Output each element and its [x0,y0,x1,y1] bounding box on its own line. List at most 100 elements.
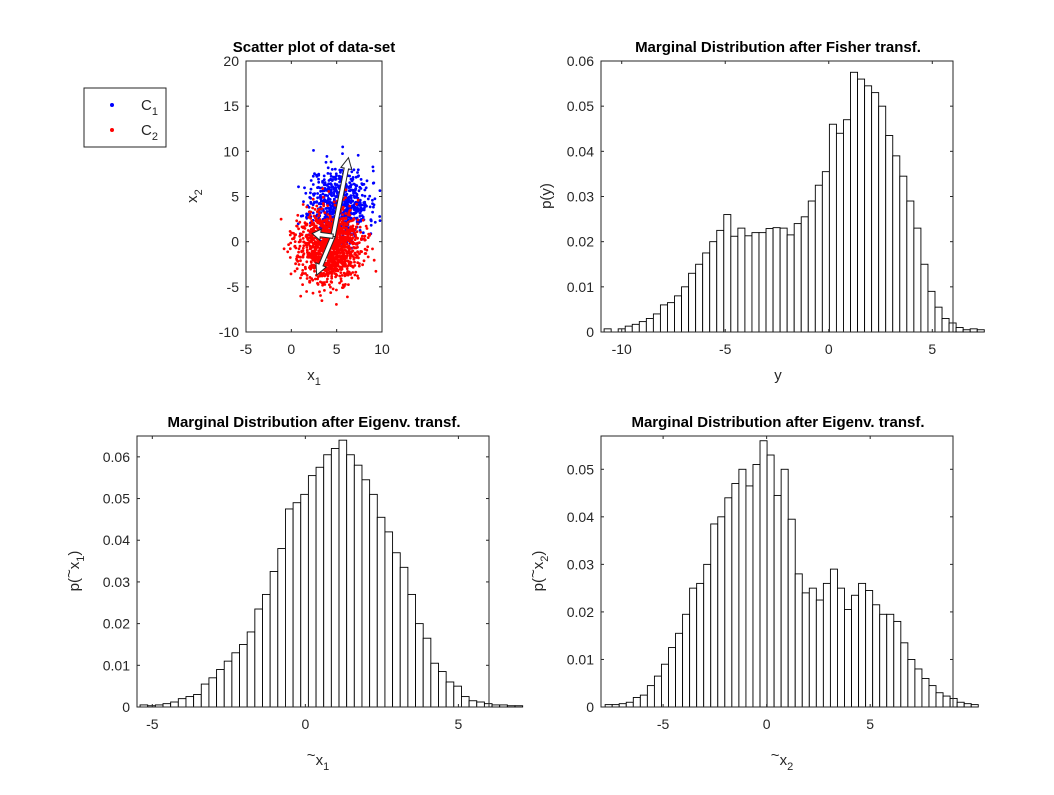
scatter-point-c1 [360,193,364,197]
scatter-point-c2 [330,274,334,278]
scatter-point-c1 [326,172,330,175]
scatter-point-c2 [309,228,313,231]
scatter-point-c2 [347,283,350,286]
histogram-bar [254,608,263,708]
scatter-point-c2 [340,274,344,277]
scatter-point-c1 [311,211,315,215]
scatter-point-c1 [378,219,382,223]
scatter-point-c2 [335,303,338,306]
scatter-point-c1 [366,197,370,201]
x-tick-label: -5 [146,716,159,732]
scatter-point-c2 [310,263,314,267]
histogram-bar [625,701,634,708]
histogram-bar [193,694,202,708]
scatter-point-c2 [316,281,319,285]
scatter-point-c1 [317,177,320,181]
histogram-bar [927,290,936,333]
scatter-point-c2 [366,236,370,240]
scatter-point-c1 [339,175,343,179]
fisher-panel: Marginal Distribution after Fisher trans… [538,39,985,384]
histogram-bar [292,502,302,708]
scatter-point-c1 [351,205,355,209]
scatter-point-c2 [297,250,300,254]
scatter-point-c2 [289,272,293,276]
scatter-point-c2 [305,205,309,209]
scatter-point-c1 [328,200,332,204]
scatter-point-c1 [332,210,336,213]
scatter-point-c1 [368,205,372,209]
scatter-point-c1 [315,173,318,177]
scatter-point-c1 [372,205,375,209]
scatter-point-c2 [349,227,352,231]
histogram-bar [682,613,691,708]
scatter-point-c2 [305,248,309,252]
scatter-point-c1 [354,187,358,190]
scatter-point-c1 [315,200,318,204]
x-tick-label: 0 [287,341,295,357]
scatter-point-c2 [339,279,343,283]
scatter-point-c2 [321,225,325,228]
scatter-point-c2 [316,275,320,278]
scatter-point-c2 [300,249,304,253]
scatter-point-c2 [357,264,361,268]
scatter-point-c2 [298,244,302,248]
scatter-point-c1 [345,200,349,204]
scatter-point-c1 [311,174,315,178]
histogram-bar [864,85,873,333]
scatter-point-c2 [322,202,325,205]
scatter-point-c2 [314,256,317,260]
scatter-point-c2 [356,222,359,226]
scatter-point-c2 [351,227,355,231]
scatter-point-c1 [348,181,352,185]
scatter-point-c1 [361,207,365,211]
scatter-point-c2 [316,245,319,248]
scatter-point-c2 [322,241,326,245]
histogram-bar [239,644,248,708]
scatter-point-c2 [301,283,304,286]
scatter-point-c1 [299,214,303,218]
x-tick-label: 5 [454,716,462,732]
scatter-point-c1 [329,160,333,164]
scatter-point-c2 [348,204,352,208]
scatter-point-c2 [295,267,299,271]
scatter-point-c2 [329,254,333,257]
scatter-point-c2 [338,233,341,237]
scatter-point-c1 [348,215,351,219]
histogram-bar [674,295,683,333]
scatter-point-c1 [371,165,375,169]
scatter-point-c2 [329,271,333,275]
eigenvector-arrow [330,156,353,238]
scatter-point-c2 [357,241,361,245]
scatter-point-c2 [308,276,312,279]
y-tick-label: 0.04 [567,143,594,159]
histogram-bar [843,119,851,333]
scatter-point-c2 [314,247,318,251]
scatter-point-c2 [309,266,313,270]
histogram-bar [879,613,888,708]
scatter-point-c2 [353,238,357,242]
histogram-bar [935,692,944,708]
histogram-bar [346,454,355,708]
scatter-point-c2 [345,267,349,271]
histogram-bar [709,241,718,333]
scatter-point-c1 [358,201,362,204]
y-tick-label: 10 [223,143,239,159]
scatter-point-c2 [328,264,331,267]
scatter-point-c1 [355,195,358,199]
scatter-point-c1 [341,152,344,156]
scatter-point-c1 [335,174,338,178]
histogram-bar [285,508,294,708]
histogram-bar [835,132,844,333]
scatter-point-c1 [323,200,327,203]
scatter-point-c2 [297,263,301,266]
scatter-point-c1 [312,149,315,152]
scatter-point-c2 [354,270,358,274]
histogram-bar [659,304,668,333]
histogram-bar [661,663,669,708]
scatter-point-c2 [314,277,317,281]
y-tick-label: 0 [122,699,130,715]
scatter-point-c2 [341,208,345,211]
scatter-point-c2 [353,231,357,235]
scatter-point-c2 [340,258,344,262]
x-tick-label: -5 [657,716,670,732]
